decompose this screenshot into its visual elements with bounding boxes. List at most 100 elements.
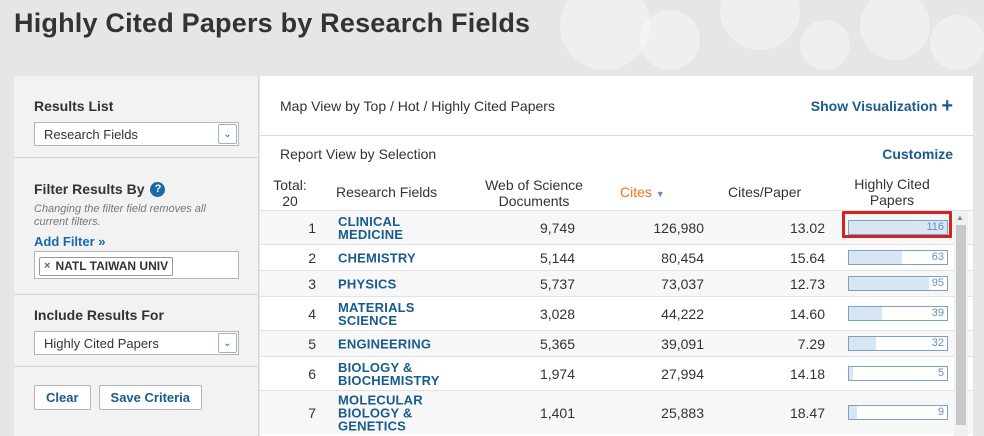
highly-cited-value: 116	[926, 220, 944, 233]
column-cites-per-paper[interactable]: Cites/Paper	[728, 184, 802, 200]
highly-cited-value: 63	[931, 250, 944, 263]
highly-cited-bar[interactable]: 9	[848, 404, 948, 420]
clear-button[interactable]: Clear	[34, 385, 91, 410]
total-count: 20	[282, 193, 298, 209]
results-list-label: Results List	[34, 98, 114, 114]
results-list-select[interactable]: Research Fields ⌄	[34, 122, 239, 146]
table-row: 3 PHYSICS 5,737 73,037 12.73 95	[260, 270, 973, 296]
highly-cited-cell: 116	[848, 219, 948, 236]
rank-cell: 2	[308, 249, 316, 266]
highly-cited-bar[interactable]: 5	[848, 365, 948, 381]
chevron-down-icon[interactable]: ⌄	[218, 333, 237, 353]
highly-cited-cell: 32	[848, 335, 948, 352]
column-wos-documents[interactable]: Web of Science Documents	[485, 177, 583, 209]
cites-cell: 25,883	[661, 404, 704, 421]
field-link[interactable]: BIOLOGY & BIOCHEMISTRY	[338, 359, 440, 388]
sort-down-icon: ▼	[655, 189, 665, 199]
rank-cell: 1	[308, 219, 316, 236]
table-row: 1 CLINICAL MEDICINE 9,749 126,980 13.02 116	[260, 210, 973, 244]
highly-cited-cell: 63	[848, 249, 948, 266]
field-link[interactable]: CHEMISTRY	[338, 250, 416, 265]
map-view-title: Map View by Top / Hot / Highly Cited Pap…	[280, 97, 555, 114]
column-research-fields[interactable]: Research Fields	[336, 184, 438, 200]
total-label: Total:	[273, 177, 307, 193]
cites-per-paper-cell: 14.60	[789, 305, 825, 322]
filter-tag: × NATL TAIWAN UNIV	[39, 256, 174, 276]
scroll-thumb[interactable]	[956, 225, 966, 425]
report-view-header: Report View by Selection Customize	[260, 136, 973, 171]
filter-box[interactable]: × NATL TAIWAN UNIV	[34, 251, 239, 279]
page-title: Highly Cited Papers by Research Fields	[14, 8, 531, 38]
cites-per-paper-cell: 7.29	[797, 335, 825, 352]
wos-cell: 1,974	[539, 365, 575, 382]
scrollbar[interactable]: ▲	[954, 211, 968, 436]
cites-cell: 80,454	[661, 249, 704, 266]
cites-per-paper-cell: 14.18	[789, 365, 825, 382]
rank-cell: 4	[308, 305, 316, 322]
wos-cell: 9,749	[539, 219, 575, 236]
plus-icon: +	[941, 94, 953, 117]
bar-fill	[849, 336, 877, 350]
table-row: 6 BIOLOGY & BIOCHEMISTRY 1,974 27,994 14.18 5	[260, 356, 973, 390]
scroll-up-icon[interactable]: ▲	[956, 213, 964, 222]
include-results-label: Include Results For	[34, 307, 164, 323]
table-row: 5 ENGINEERING 5,365 39,091 7.29 32	[260, 330, 973, 356]
remove-filter-icon[interactable]: ×	[44, 260, 51, 272]
cites-per-paper-cell: 15.64	[789, 249, 825, 266]
total-header: Total: 20	[268, 177, 312, 209]
cites-cell: 39,091	[661, 335, 704, 352]
bar-fill	[849, 366, 854, 380]
highly-cited-value: 5	[937, 366, 944, 379]
left-panel: Results List Research Fields ⌄ Filter Re…	[14, 76, 259, 436]
highly-cited-value: 9	[937, 405, 944, 418]
results-table: Total: 20 Research Fields Web of Science…	[260, 172, 973, 434]
highly-cited-cell: 5	[848, 365, 948, 382]
highly-cited-bar[interactable]: 63	[848, 249, 948, 265]
wos-cell: 1,401	[539, 404, 575, 421]
cites-per-paper-cell: 13.02	[789, 219, 825, 236]
highlight-box	[842, 211, 952, 238]
include-results-value: Highly Cited Papers	[44, 335, 159, 351]
map-view-header: Map View by Top / Hot / Highly Cited Pap…	[260, 76, 973, 136]
cites-cell: 27,994	[661, 365, 704, 382]
filter-hint: Changing the filter field removes all cu…	[34, 203, 206, 228]
cites-cell: 126,980	[653, 219, 704, 236]
help-icon[interactable]: ?	[150, 181, 166, 197]
field-link[interactable]: MATERIALS SCIENCE	[338, 299, 415, 328]
include-results-select[interactable]: Highly Cited Papers ⌄	[34, 331, 239, 355]
wos-cell: 3,028	[539, 305, 575, 322]
table-row: 7 MOLECULAR BIOLOGY & GENETICS 1,401 25,883…	[260, 390, 973, 434]
bar-fill	[849, 250, 903, 264]
highly-cited-bar[interactable]: 116	[848, 219, 948, 235]
show-visualization-link[interactable]: Show Visualization +	[810, 94, 953, 117]
show-visualization-label: Show Visualization	[810, 97, 938, 114]
filter-section: Filter Results By ? Changing the filter …	[14, 158, 258, 295]
filter-tag-label: NATL TAIWAN UNIV	[55, 259, 169, 273]
highly-cited-cell: 95	[848, 275, 948, 292]
rank-cell: 3	[308, 275, 316, 292]
field-link[interactable]: PHYSICS	[338, 276, 397, 291]
highly-cited-value: 32	[931, 336, 944, 349]
add-filter-link[interactable]: Add Filter »	[34, 234, 106, 249]
field-link[interactable]: CLINICAL MEDICINE	[338, 213, 404, 242]
highly-cited-bar[interactable]: 32	[848, 335, 948, 351]
highly-cited-bar[interactable]: 39	[848, 305, 948, 321]
cites-per-paper-cell: 18.47	[789, 404, 825, 421]
column-cites-label: Cites	[620, 184, 652, 200]
bar-fill	[849, 405, 857, 419]
table-row: 4 MATERIALS SCIENCE 3,028 44,222 14.60 39	[260, 296, 973, 330]
column-cites[interactable]: Cites ▼	[620, 184, 665, 202]
field-link[interactable]: MOLECULAR BIOLOGY & GENETICS	[338, 392, 423, 433]
highly-cited-bar[interactable]: 95	[848, 275, 948, 291]
field-link[interactable]: ENGINEERING	[338, 336, 432, 351]
highly-cited-value: 39	[931, 306, 944, 319]
highly-cited-cell: 9	[848, 404, 948, 421]
column-highly-cited[interactable]: Highly Cited Papers	[854, 176, 930, 208]
table-header: Total: 20 Research Fields Web of Science…	[260, 172, 973, 210]
results-list-value: Research Fields	[44, 126, 138, 142]
button-row: Clear Save Criteria	[14, 367, 258, 428]
customize-link[interactable]: Customize	[882, 145, 953, 162]
rank-cell: 5	[308, 335, 316, 352]
chevron-down-icon[interactable]: ⌄	[218, 124, 237, 144]
save-criteria-button[interactable]: Save Criteria	[98, 385, 203, 410]
